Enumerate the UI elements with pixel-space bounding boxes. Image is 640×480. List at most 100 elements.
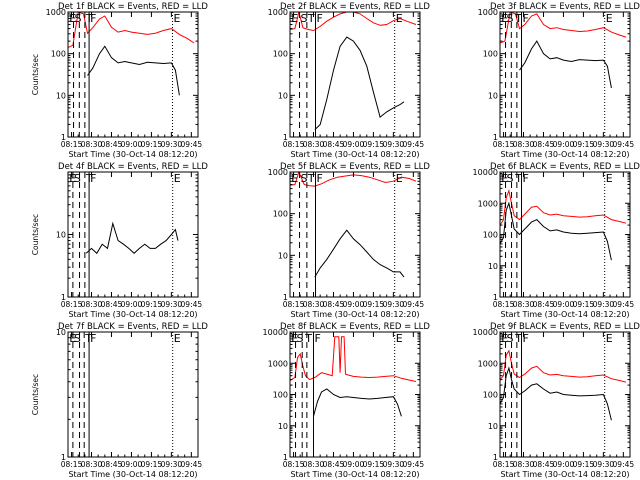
x-tick-label: 08:30 [303,460,325,469]
x-tick-label: 09:30 [161,460,183,469]
y-tick-label: 10 [278,251,288,260]
lld-series-line [499,349,627,383]
x-tick-label: 08:30 [81,460,103,469]
x-tick-label: 09:00 [121,460,143,469]
y-tick-label: 1 [283,293,288,302]
time-marker-label: E [606,172,613,185]
x-tick-label: 08:15 [61,460,83,469]
x-tick-label: 08:15 [61,140,83,149]
y-tick-label: 10000 [473,168,498,177]
y-tick-label: 10000 [473,328,498,337]
y-axis-label: Counts/sec [31,214,40,255]
x-tick-label: 09:00 [553,140,575,149]
time-marker-label: T [514,332,522,345]
y-tick-label: 1000 [478,199,498,208]
y-tick-label: 1 [283,133,288,142]
chart-title: Det 6f BLACK = Events, RED = LLD [490,162,640,172]
y-tick-label: 1000 [268,8,288,17]
x-axis-label: Start Time (30-Oct-14 08:12:20) [68,470,197,479]
time-marker-label: E [291,332,298,345]
chart-title: Det 5f BLACK = Events, RED = LLD [280,162,430,172]
y-tick-label: 1 [493,453,498,462]
x-tick-label: 09:00 [343,460,365,469]
time-marker-label: S [301,12,308,25]
x-tick-label: 08:15 [493,460,515,469]
time-marker-label: E [501,172,508,185]
time-marker-label: E [69,332,76,345]
x-tick-label: 09:45 [181,460,203,469]
y-tick-label: 1 [61,133,66,142]
chart-title: Det 4f BLACK = Events, RED = LLD [58,162,208,172]
x-tick-label: 08:30 [81,140,103,149]
x-tick-label: 08:15 [61,300,83,309]
y-tick-label: 1 [61,293,66,302]
time-marker-label: S [507,332,514,345]
lld-series-line [499,11,627,44]
y-tick-label: 10 [56,91,66,100]
time-marker-label: T [85,172,93,185]
x-tick-label: 08:15 [283,300,305,309]
x-tick-label: 09:30 [593,460,615,469]
time-marker-label: F [90,12,96,25]
events-series-line [499,366,612,421]
plot-frame [289,11,421,138]
x-tick-label: 08:45 [533,300,555,309]
plot-frame [67,331,199,458]
x-tick-label: 08:30 [81,300,103,309]
events-series-line [313,388,402,417]
x-tick-label: 09:30 [593,300,615,309]
events-series-line [519,40,612,89]
y-tick-label: 10000 [263,328,288,337]
y-tick-label: 1000 [46,8,66,17]
x-tick-label: 09:15 [573,460,595,469]
x-tick-label: 08:45 [101,460,123,469]
x-axis-label: Start Time (30-Oct-14 08:12:20) [500,150,629,159]
x-tick-label: 08:30 [303,300,325,309]
x-tick-label: 09:00 [121,140,143,149]
x-tick-label: 08:30 [513,300,535,309]
x-axis-label: Start Time (30-Oct-14 08:12:20) [68,150,197,159]
x-tick-label: 09:30 [161,300,183,309]
y-tick-label: 100 [273,210,288,219]
x-tick-label: 09:45 [613,460,635,469]
time-marker-label: E [606,12,613,25]
time-marker-label: S [74,332,81,345]
time-marker-label: S [297,332,304,345]
y-tick-label: 10 [278,422,288,431]
events-series-line [85,221,179,255]
events-series-line [314,36,405,131]
time-marker-label: F [315,332,321,345]
time-marker-label: F [90,332,96,345]
y-tick-label: 100 [51,50,66,59]
chart-title: Det 9f BLACK = Events, RED = LLD [490,322,640,332]
x-tick-label: 09:15 [363,140,385,149]
x-axis-label: Start Time (30-Oct-14 08:12:20) [290,150,419,159]
time-marker-label: S [507,12,514,25]
y-tick-label: 100 [273,391,288,400]
x-axis-label: Start Time (30-Oct-14 08:12:20) [500,310,629,319]
time-marker-label: T [514,172,522,185]
x-tick-label: 09:30 [383,140,405,149]
lld-series-line [289,336,417,382]
x-tick-label: 09:45 [403,300,425,309]
time-marker-label: F [90,172,96,185]
x-tick-label: 08:30 [513,460,535,469]
time-marker-label: E [396,332,403,345]
x-tick-label: 09:45 [181,140,203,149]
x-tick-label: 09:15 [141,300,163,309]
y-tick-label: 100 [273,50,288,59]
x-tick-label: 08:45 [101,140,123,149]
time-marker-label: E [396,12,403,25]
x-tick-label: 09:45 [613,300,635,309]
x-tick-label: 08:15 [283,140,305,149]
time-marker-label: E [501,332,508,345]
x-tick-label: 09:00 [121,300,143,309]
time-marker-label: E [173,12,180,25]
